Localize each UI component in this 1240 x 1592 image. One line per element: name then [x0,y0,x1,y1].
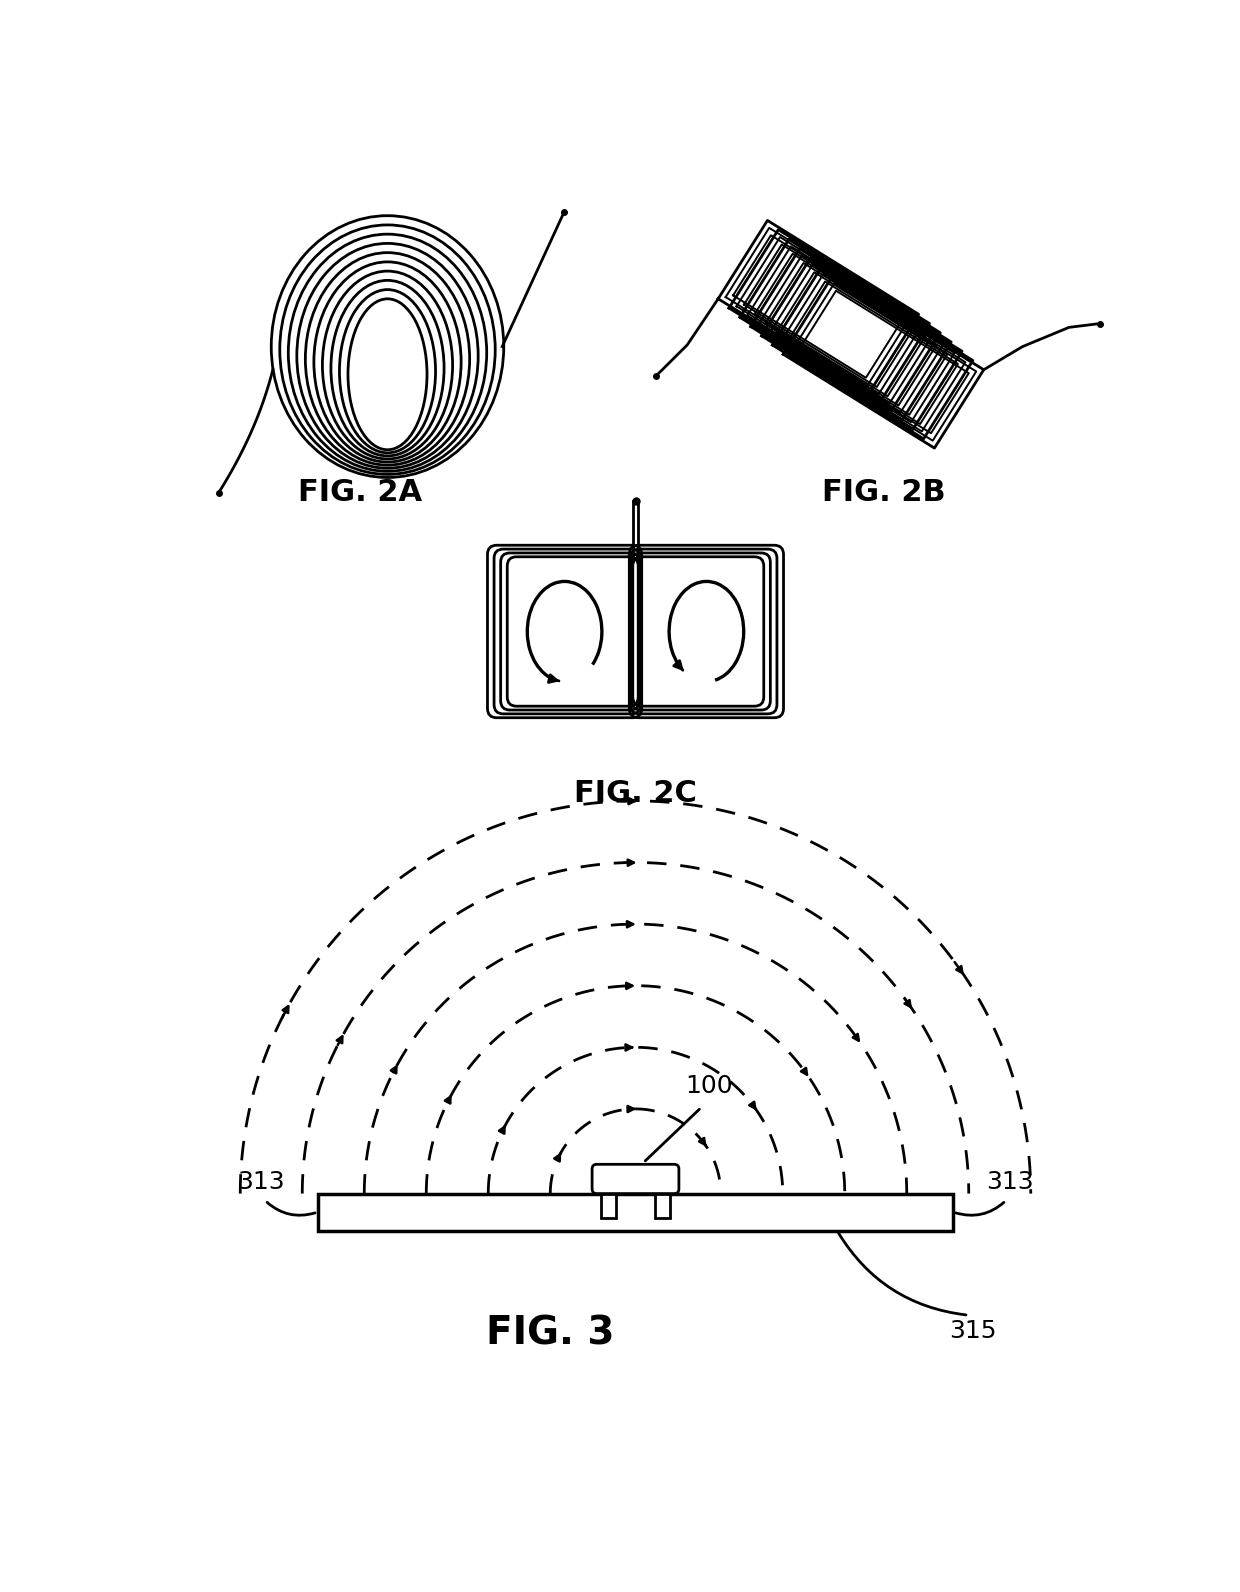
Text: 100: 100 [686,1075,733,1098]
Bar [600,1194,616,1218]
FancyBboxPatch shape [593,1164,680,1194]
Bar [655,1194,671,1218]
Bar [317,1194,954,1231]
Text: 315: 315 [949,1320,997,1344]
Text: FIG. 2C: FIG. 2C [574,778,697,807]
Text: FIG. 2B: FIG. 2B [822,478,945,508]
Text: 313: 313 [986,1170,1034,1194]
Text: 313: 313 [237,1170,285,1194]
Text: FIG. 3: FIG. 3 [486,1315,615,1353]
Text: FIG. 2A: FIG. 2A [299,478,423,508]
